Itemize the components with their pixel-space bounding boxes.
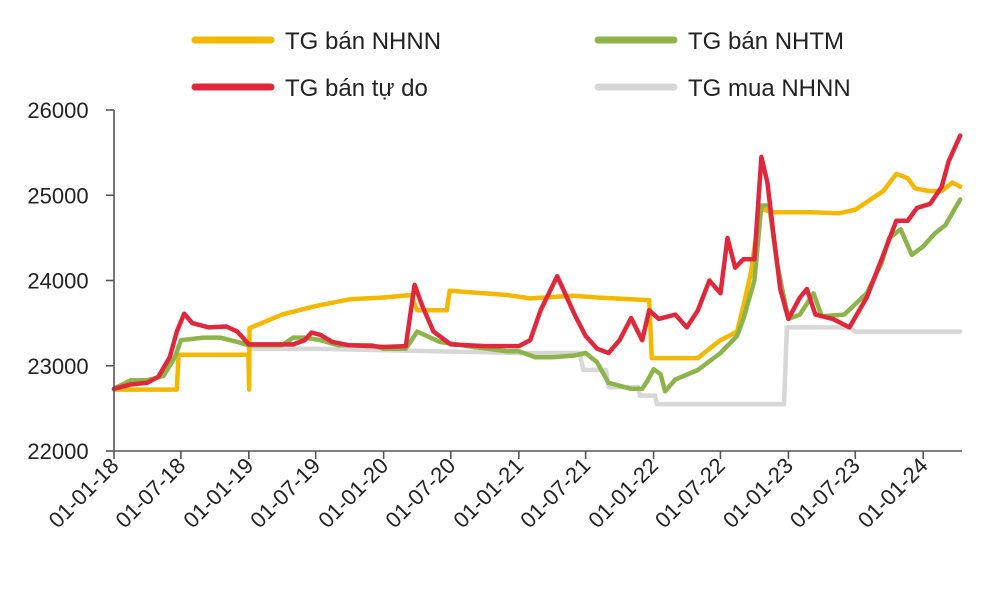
x-tick-label: 01-01-19 [178, 453, 258, 533]
x-tick-label: 01-01-18 [44, 453, 124, 533]
y-tick-label: 25000 [27, 183, 88, 208]
plot-lines [111, 133, 963, 407]
series-line [246, 325, 963, 407]
series-line [111, 133, 963, 392]
legend-label: TG bán NHTM [688, 28, 844, 55]
legend-label: TG bán tự do [285, 75, 428, 102]
y-tick-label: 23000 [27, 354, 88, 379]
x-tick-label: 01-07-20 [380, 453, 460, 533]
x-tick-label: 01-01-20 [313, 453, 393, 533]
x-tick-label: 01-01-23 [718, 453, 798, 533]
x-tick-label: 01-07-23 [785, 453, 865, 533]
x-tick-label: 01-07-22 [650, 453, 730, 533]
y-tick-label: 22000 [27, 439, 88, 464]
x-tick-label: 01-07-18 [110, 453, 190, 533]
x-tick-label: 01-01-22 [583, 453, 663, 533]
series-line [111, 171, 963, 392]
y-tick-label: 26000 [27, 98, 88, 123]
legend-label: TG bán NHNN [285, 28, 441, 55]
x-tick-label: 01-01-24 [853, 453, 933, 533]
y-tick-label: 24000 [27, 269, 88, 294]
x-tick-label: 01-07-21 [515, 453, 595, 533]
legend: TG bán NHNN TG bán NHTM TG bán tự do TG mua… [191, 28, 851, 102]
x-tick-label: 01-07-19 [245, 453, 325, 533]
legend-label: TG mua NHNN [688, 75, 851, 102]
series-line [111, 197, 963, 394]
x-tick-label: 01-01-21 [448, 453, 528, 533]
